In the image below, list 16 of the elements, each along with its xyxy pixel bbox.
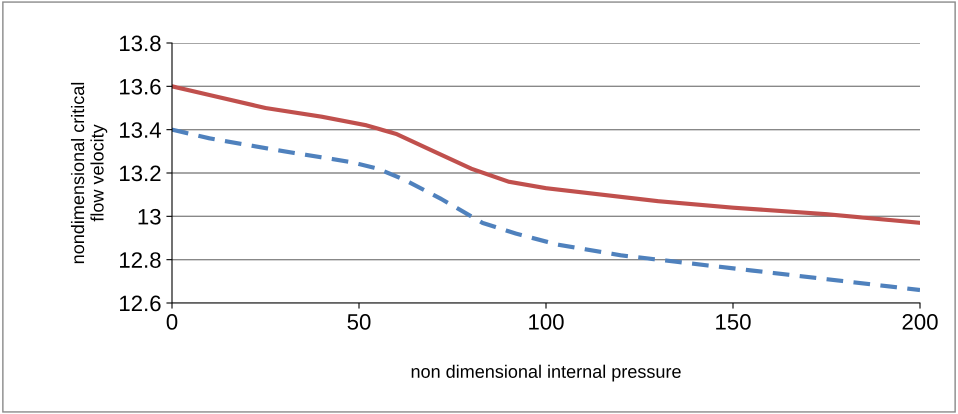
y-tick-label: 13.2 [120, 166, 160, 182]
line-series [172, 128, 920, 292]
y-tick-label: 13.4 [120, 122, 161, 138]
x-tick-label: 100 [529, 314, 564, 330]
y-tick-label: 13.6 [120, 78, 161, 95]
x-tick-label: 50 [348, 314, 370, 330]
x-axis-title: non dimensional internal pressure [412, 364, 681, 382]
x-tick-label: 150 [716, 314, 751, 330]
y-tick-label: 12.6 [120, 296, 161, 312]
y-axis-title: nondimensional critical flow velocity [70, 82, 108, 264]
y-tick-label: 13 [138, 208, 161, 225]
y-tick-label: 13.8 [120, 36, 161, 52]
x-tick-label: 200 [902, 314, 938, 330]
y-tick-label: 12.8 [120, 252, 161, 268]
x-tick-label: 0 [166, 314, 178, 330]
line-series [172, 84, 920, 225]
